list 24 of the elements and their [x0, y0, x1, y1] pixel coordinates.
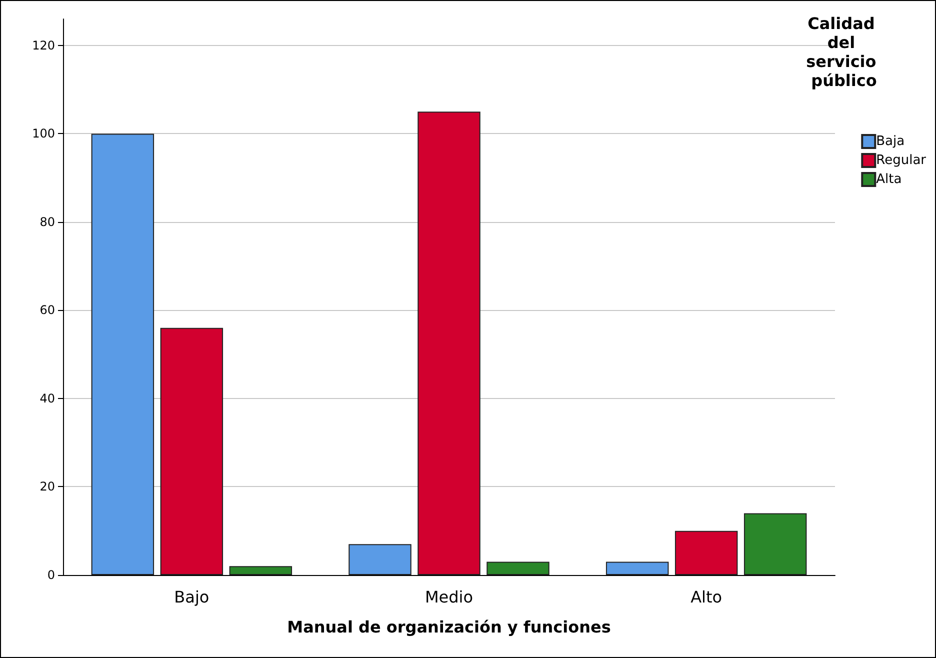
- bar: [160, 328, 224, 575]
- bar: [418, 112, 480, 575]
- bar: [606, 562, 669, 575]
- bar: [348, 544, 412, 575]
- y-tick-label: 20: [40, 480, 55, 494]
- y-tick-label: 40: [40, 391, 55, 406]
- legend-label: Regular: [876, 153, 927, 168]
- y-tick-label: 80: [40, 214, 55, 229]
- x-axis-title: Manual de organización y funciones: [287, 618, 611, 636]
- bar: [229, 566, 292, 575]
- y-tick-label: 0: [47, 568, 55, 582]
- bar: [744, 513, 807, 575]
- y-tick-label: 60: [40, 303, 55, 318]
- x-tick-label: Medio: [424, 588, 474, 606]
- legend-title: Calidad del servicio público: [806, 14, 882, 90]
- bar: [91, 134, 154, 575]
- bar: [674, 530, 738, 575]
- bar: [486, 562, 550, 575]
- x-tick-label: Alto: [690, 588, 722, 606]
- y-tick-label: 120: [32, 38, 55, 52]
- legend-label: Baja: [876, 134, 905, 149]
- y-tick-label: 100: [32, 126, 55, 141]
- x-tick-label: Bajo: [174, 588, 210, 606]
- legend-label: Alta: [876, 172, 902, 187]
